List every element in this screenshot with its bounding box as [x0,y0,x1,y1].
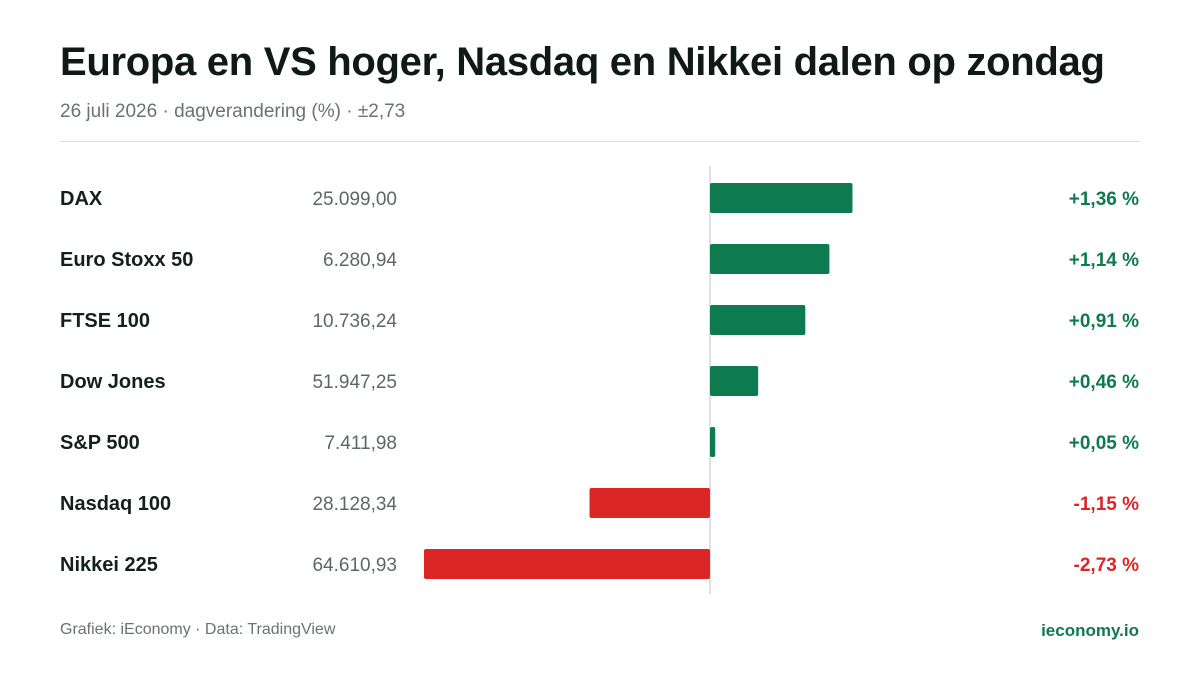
change-label: -2,73 % [1074,555,1140,576]
change-bar [710,183,853,213]
change-bar [424,549,710,579]
change-bar [710,366,759,396]
index-level: 7.411,98 [324,433,397,454]
index-level: 25.099,00 [312,189,397,210]
index-name: Euro Stoxx 50 [60,249,193,271]
index-level: 64.610,93 [312,555,397,576]
index-level: 28.128,34 [312,494,397,515]
change-label: +0,46 % [1069,372,1139,393]
change-bar [710,305,806,335]
change-label: +1,36 % [1069,189,1139,210]
index-name: Nikkei 225 [60,554,158,576]
index-level: 51.947,25 [312,372,397,393]
index-name: FTSE 100 [60,310,150,332]
brand-link[interactable]: ieconomy.io [1041,621,1139,640]
change-bar [589,488,710,518]
source-credit: Grafiek: iEconomy · Data: TradingView [60,621,336,638]
chart-title: Europa en VS hoger, Nasdaq en Nikkei dal… [60,40,1105,84]
index-level: 6.280,94 [323,250,397,271]
index-name: DAX [60,188,103,210]
index-name: Dow Jones [60,371,166,393]
index-name: S&P 500 [60,432,140,454]
change-label: +0,05 % [1069,433,1139,454]
change-label: +0,91 % [1069,311,1139,332]
change-bar [710,244,830,274]
change-label: -1,15 % [1074,494,1140,515]
index-level: 10.736,24 [312,311,397,332]
index-name: Nasdaq 100 [60,493,171,515]
change-bar [710,427,716,457]
change-label: +1,14 % [1069,250,1139,271]
header-divider [60,141,1140,142]
chart-subtitle: 26 juli 2026 · dagverandering (%) · ±2,7… [60,101,406,122]
